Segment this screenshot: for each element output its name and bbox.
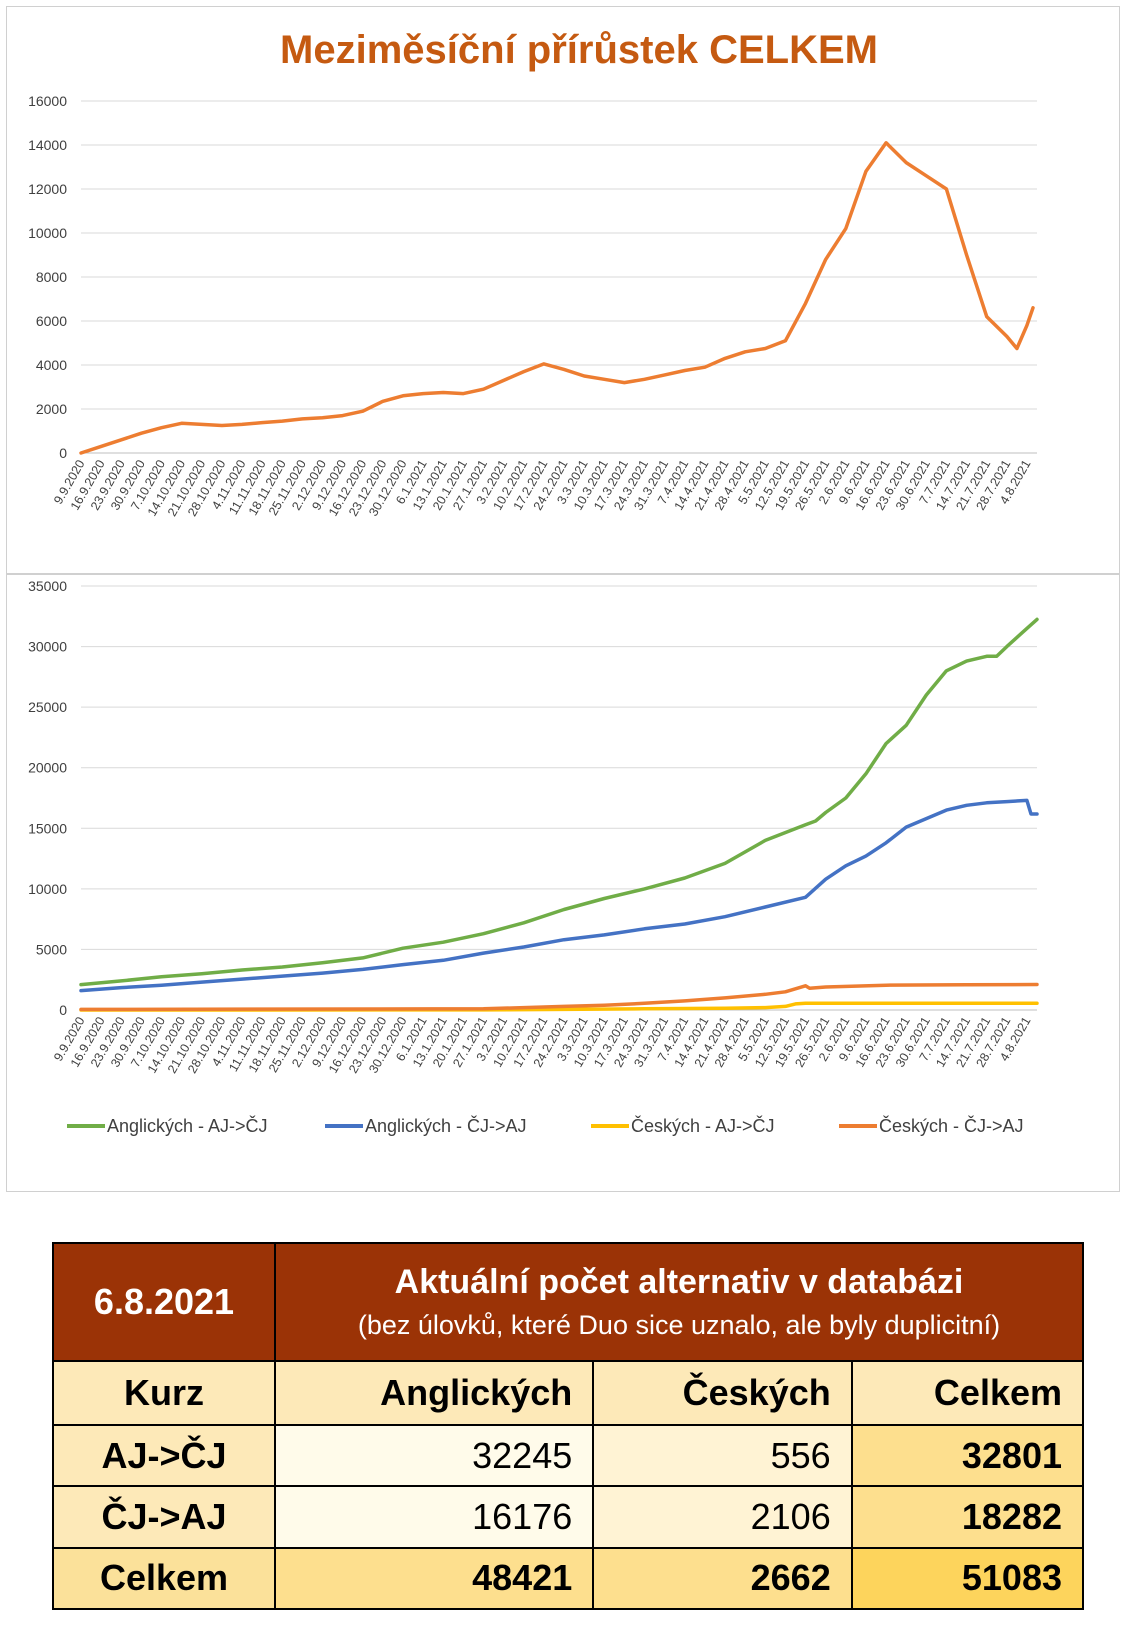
table-row: AJ->ČJ 32245 556 32801: [52, 1423, 1085, 1488]
chart-panel-bottom: 0 5000 10000 15000 20000 25000 30000 35000 9.9.2…: [6, 574, 1120, 1192]
y-tick-label: 20000: [28, 760, 67, 776]
y-tick-label: 15000: [28, 820, 67, 836]
row-label: AJ->ČJ: [52, 1423, 276, 1488]
y-tick-label: 16000: [28, 93, 67, 109]
table-title-cell: Aktuální počet alternativ v databázi (be…: [274, 1241, 1084, 1363]
legend-label: Českých - ČJ->AJ: [879, 1115, 1024, 1136]
y-tick-label: 0: [59, 1002, 67, 1018]
cell-celkem: 18282: [850, 1485, 1085, 1549]
chart-title: Meziměsíční přírůstek CELKEM: [280, 28, 878, 72]
y-tick-label: 6000: [36, 313, 67, 329]
chart-panel-top: Meziměsíční přírůstek CELKEM 0 2000 4000 600…: [6, 6, 1120, 574]
series-line-2-1: [79, 798, 1039, 993]
summary-table: 6.8.2021 Aktuální počet alternativ v dat…: [52, 1241, 1085, 1611]
table-header-row: 6.8.2021 Aktuální počet alternativ v dat…: [52, 1241, 1084, 1363]
legend-label: Anglických - AJ->ČJ: [107, 1115, 268, 1136]
total-celkem: 51083: [850, 1546, 1085, 1611]
total-ceskych: 2662: [592, 1546, 853, 1611]
cell-anglickych: 32245: [273, 1423, 595, 1488]
y-tick-label: 10000: [28, 881, 67, 897]
y-tick-label: 30000: [28, 639, 67, 655]
table-row: ČJ->AJ 16176 2106 18282: [52, 1485, 1085, 1549]
cell-celkem: 32801: [850, 1423, 1085, 1488]
total-anglickych: 48421: [273, 1546, 595, 1611]
table-title: Aktuální počet alternativ v databázi: [394, 1263, 964, 1302]
y-tick-label: 4000: [36, 357, 67, 373]
y-tick-label: 5000: [36, 941, 67, 957]
y-tick-label: 10000: [28, 225, 67, 241]
legend-label: Českých - AJ->ČJ: [631, 1115, 775, 1136]
series-line-2-2: [79, 1001, 1039, 1012]
y-tick-label: 25000: [28, 699, 67, 715]
cell-anglickych: 16176: [273, 1485, 595, 1549]
row-label: ČJ->AJ: [52, 1485, 276, 1549]
series-line-2-3: [79, 982, 1039, 1012]
y-tick-label: 35000: [28, 578, 67, 594]
col-header-kurz: Kurz: [52, 1360, 276, 1426]
y-tick-label: 0: [59, 445, 67, 461]
series-line-2-0: [79, 617, 1039, 987]
chart-monthly-increase: Meziměsíční přírůstek CELKEM 0 2000 4000 600…: [28, 28, 1037, 519]
table-subtitle: (bez úlovků, které Duo sice uznalo, ale …: [357, 1310, 1001, 1341]
total-label: Celkem: [52, 1546, 276, 1611]
table-date: 6.8.2021: [52, 1241, 276, 1363]
series-line-1-0: [79, 141, 1035, 455]
y-tick-label: 14000: [28, 137, 67, 153]
col-header-anglickych: Anglických: [273, 1360, 595, 1426]
y-tick-label: 12000: [28, 181, 67, 197]
chart-alternatives-by-course: 050001000015000200002500030000350009.9.2…: [28, 578, 1039, 1136]
table-column-headers: Kurz Anglických Českých Celkem: [52, 1360, 1085, 1426]
legend-label: Anglických - ČJ->AJ: [365, 1115, 527, 1136]
cell-ceskych: 2106: [592, 1485, 853, 1549]
col-header-celkem: Celkem: [850, 1360, 1085, 1426]
y-tick-label: 8000: [36, 269, 67, 285]
cell-ceskych: 556: [592, 1423, 853, 1488]
col-header-ceskych: Českých: [592, 1360, 853, 1426]
table-total-row: Celkem 48421 2662 51083: [52, 1546, 1085, 1611]
y-tick-label: 2000: [36, 401, 67, 417]
